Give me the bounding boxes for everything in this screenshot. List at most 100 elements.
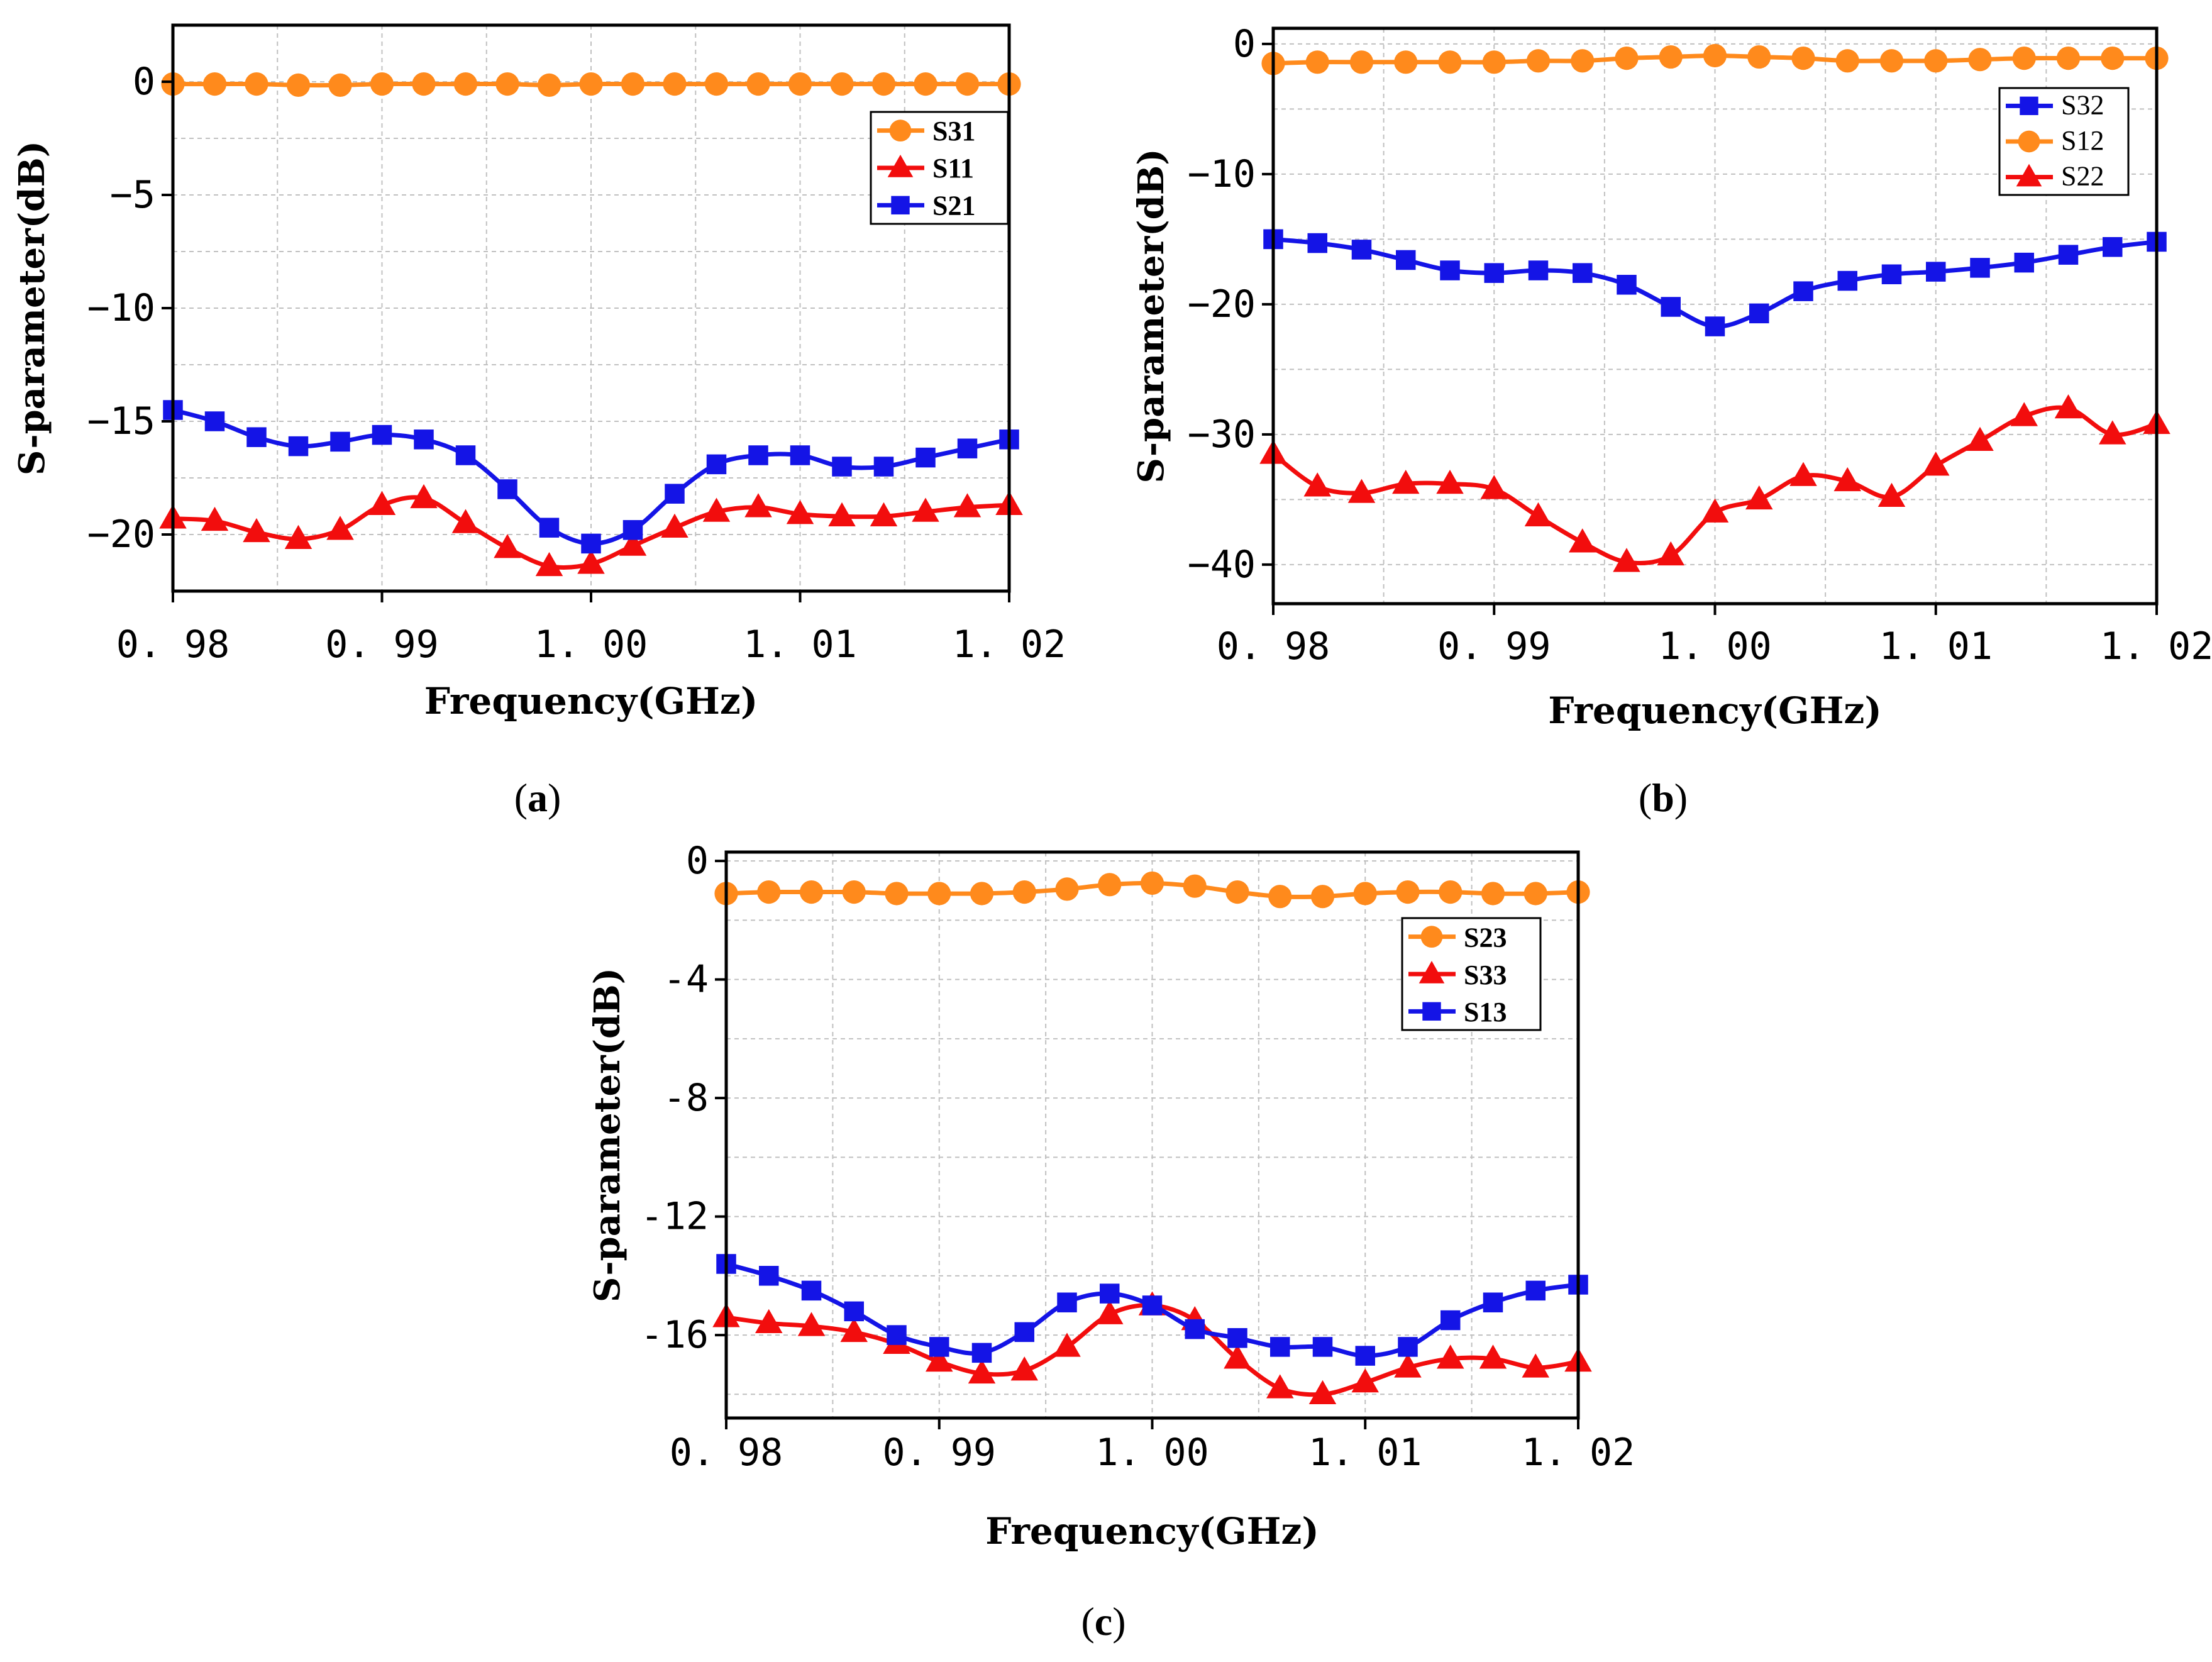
data-point-s33: [1437, 1344, 1464, 1369]
data-point-s32: [1617, 275, 1637, 295]
data-point-s22: [1392, 470, 1420, 494]
data-point-s33: [1351, 1368, 1379, 1393]
data-point-s32: [2014, 252, 2034, 273]
data-point-s32: [1837, 270, 1857, 291]
data-point-s22: [1789, 462, 1817, 486]
legend: S32 S12 S22: [1998, 87, 2130, 196]
data-point-s32: [2103, 237, 2123, 257]
data-point-s11: [744, 493, 772, 518]
data-point-s31: [245, 72, 268, 96]
data-point-s11: [577, 550, 605, 574]
data-point-s23: [1310, 885, 1335, 909]
data-point-s12: [1924, 49, 1948, 73]
y-tick-label: -4: [663, 958, 709, 1002]
data-point-s21: [915, 447, 936, 468]
data-point-s22: [1524, 502, 1552, 527]
data-point-s11: [619, 531, 647, 556]
data-point-s12: [1438, 50, 1462, 74]
data-point-s22: [1480, 475, 1508, 499]
data-point-s12: [1703, 43, 1727, 68]
data-point-s13: [844, 1301, 864, 1322]
legend-label-s31: S31: [932, 116, 975, 147]
data-point-s32: [1881, 264, 1902, 285]
grid: [726, 852, 1579, 1418]
data-point-s12: [1791, 47, 1815, 70]
data-point-s23: [1439, 880, 1463, 904]
data-point-s33: [755, 1309, 783, 1333]
data-point-s11: [535, 551, 563, 577]
data-point-s22: [1833, 467, 1861, 492]
series-s12: [1261, 43, 2169, 75]
legend: S31 S11 S21: [870, 111, 1009, 225]
data-point-s31: [663, 72, 687, 96]
data-point-s12: [1394, 50, 1418, 74]
legend-marker-s12: [2018, 130, 2040, 153]
data-point-s31: [955, 72, 980, 96]
data-point-s13: [1441, 1310, 1461, 1331]
data-point-s22: [1922, 452, 1950, 476]
legend-label-s21: S21: [932, 190, 975, 221]
data-point-s11: [912, 497, 939, 522]
data-point-s12: [1968, 48, 1992, 72]
data-point-s11: [661, 513, 688, 538]
data-point-s13: [1398, 1337, 1418, 1357]
x-tick-label: 1. 01: [743, 623, 857, 667]
data-point-s32: [1307, 233, 1327, 253]
y-tick-label: −5: [110, 173, 155, 217]
x-tick-label: 1. 00: [534, 623, 648, 667]
data-point-s12: [1879, 49, 1904, 73]
data-point-s33: [1224, 1344, 1251, 1369]
data-point-s13: [971, 1343, 992, 1363]
data-point-s13: [1100, 1283, 1120, 1304]
data-point-s23: [1225, 880, 1249, 904]
data-point-s31: [704, 72, 729, 96]
y-tick-label: −15: [87, 399, 155, 443]
data-point-s31: [537, 73, 561, 97]
data-point-s23: [1098, 873, 1122, 897]
data-point-s12: [1747, 45, 1771, 69]
x-tick-label: 0. 98: [116, 623, 230, 667]
legend-marker-s23: [1420, 926, 1443, 948]
data-point-s23: [970, 882, 994, 906]
data-point-s13: [1355, 1346, 1375, 1366]
data-point-s22: [1877, 482, 1906, 507]
x-tick-label: 0. 99: [325, 623, 439, 667]
data-point-s21: [539, 518, 560, 538]
data-point-s21: [414, 429, 434, 450]
data-point-s32: [1484, 263, 1504, 283]
data-point-s32: [1396, 250, 1416, 270]
data-point-s13: [1185, 1319, 1205, 1339]
data-point-s23: [1353, 882, 1377, 906]
y-tick-label: −10: [87, 286, 155, 330]
data-point-s13: [887, 1325, 907, 1345]
data-point-s21: [832, 457, 852, 477]
y-axis-label: S-parameter(dB): [11, 141, 53, 475]
data-point-s23: [1055, 877, 1079, 901]
data-point-s22: [1966, 426, 1994, 451]
data-point-s23: [1396, 880, 1420, 904]
data-point-s23: [842, 880, 866, 904]
data-point-s23: [885, 882, 909, 906]
series-s22: [1259, 394, 2171, 572]
data-point-s31: [830, 72, 854, 96]
data-point-s31: [788, 72, 812, 96]
data-point-s12: [1571, 49, 1595, 73]
data-point-s21: [790, 445, 810, 465]
data-point-s12: [2056, 47, 2081, 70]
data-point-s11: [410, 484, 438, 509]
y-tick-label: −30: [1188, 413, 1256, 457]
data-point-s11: [368, 490, 396, 515]
data-point-s12: [1835, 49, 1859, 73]
legend-label-s12: S12: [2061, 125, 2104, 156]
data-point-s33: [1096, 1300, 1124, 1324]
data-point-s13: [1227, 1328, 1247, 1348]
data-point-s21: [748, 445, 768, 465]
legend-marker-s33: [1418, 961, 1445, 983]
data-point-s11: [870, 502, 898, 526]
data-point-s13: [1525, 1280, 1546, 1301]
data-point-s13: [1142, 1295, 1163, 1316]
data-point-s13: [929, 1337, 949, 1357]
data-point-s11: [494, 534, 521, 558]
data-point-s33: [840, 1317, 868, 1343]
data-point-s13: [801, 1280, 822, 1301]
